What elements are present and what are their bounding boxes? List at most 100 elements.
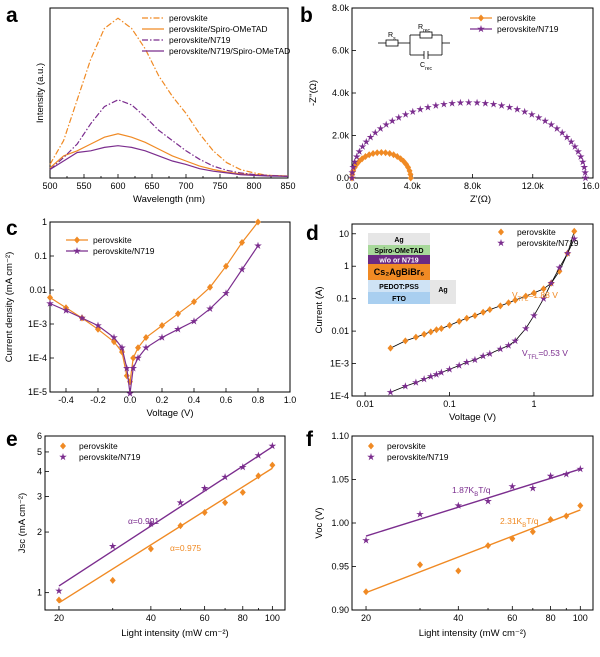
data-point-0 — [47, 294, 53, 302]
ann-sub: B — [474, 492, 478, 498]
legend-label: perovskite/N719 — [93, 246, 155, 256]
ann-sub: TFL — [518, 297, 529, 303]
data-point-1 — [254, 451, 263, 459]
chart-b: 0.0 4.0k 8.0k 12.0k 16.0k 0.0 2.0k 4.0k 6.0k 8.0k… — [308, 3, 600, 205]
panel-label-e: e — [6, 428, 18, 451]
legend-d-entry: perovskite — [498, 227, 556, 237]
legend-label: perovskite/N719 — [517, 238, 579, 248]
ann-sub: TFL — [528, 355, 539, 361]
label-crec: Crec — [420, 62, 433, 72]
label-sub: rec — [423, 28, 430, 34]
data-point-0 — [417, 561, 424, 569]
device-layer — [368, 233, 430, 245]
x-tick-label-d0: 0.01 — [356, 399, 374, 409]
data-point-1 — [376, 124, 385, 132]
chart-e: 20 40 60 80 100 1 2 3 4 5 6 Light intensity (mW cm⁻… — [17, 431, 286, 639]
data-point-1 — [222, 289, 230, 297]
ann-rest: T/q — [478, 485, 491, 495]
data-point-0 — [427, 328, 434, 336]
panel-label-b: b — [300, 4, 313, 27]
data-point-0 — [255, 472, 262, 480]
data-point-1 — [473, 98, 481, 106]
x-tick-label-a5: 750 — [212, 181, 227, 191]
data-point-0 — [130, 354, 137, 362]
y-tick-label-c1: 0.1 — [34, 251, 47, 261]
y-tick-label-c3: 1E-3 — [28, 319, 47, 329]
label-main: R — [388, 32, 393, 39]
data-point-1 — [479, 352, 487, 360]
data-point-1 — [55, 586, 63, 595]
y-tick-label-e4: 5 — [37, 447, 42, 457]
y-tick-label-f1: 0.95 — [331, 562, 349, 572]
data-point-1 — [158, 333, 166, 341]
legend-marker — [497, 239, 505, 247]
device-layer — [368, 264, 430, 280]
data-point-1 — [513, 105, 522, 113]
chart-a: 500 550 600 650 700 750 800 850 Wavelength (nm) I… — [35, 7, 296, 205]
data-point-1 — [147, 519, 155, 527]
data-point-1 — [382, 120, 390, 128]
x-tick-label-a2: 600 — [110, 181, 125, 191]
legend-label: perovskite/N719 — [387, 452, 449, 462]
data-point-1 — [511, 336, 520, 345]
data-point-0 — [509, 535, 516, 543]
y-tick-label-b1: 2.0k — [332, 131, 350, 141]
y-tick-label-e1: 2 — [37, 527, 42, 537]
data-point-0 — [55, 596, 62, 604]
data-point-0 — [540, 285, 547, 293]
data-point-0 — [222, 499, 229, 507]
data-point-1 — [221, 473, 229, 481]
legend-marker — [477, 25, 485, 33]
label-sub: rec — [425, 66, 432, 72]
data-point-1 — [94, 321, 102, 329]
legend-marker — [59, 453, 67, 461]
data-point-0 — [463, 314, 470, 322]
data-point-1 — [456, 98, 465, 106]
device-electrode — [430, 280, 456, 304]
x-axis-label: Voltage (V) — [147, 408, 194, 419]
data-point-1 — [78, 314, 86, 322]
legend-a-entry: perovskite/Spiro-OMeTAD — [142, 24, 268, 34]
series-line-0 — [49, 221, 259, 384]
x-tick-label-f1: 40 — [453, 613, 463, 623]
y-axis-label: Intensity (a.u.) — [35, 63, 46, 123]
device-layer — [368, 255, 430, 264]
y-tick-label-d3: 0.01 — [331, 326, 349, 336]
data-point-1 — [176, 498, 185, 506]
data-point-0 — [433, 326, 440, 334]
data-point-1 — [486, 349, 494, 358]
x-tick-label-c1: -0.2 — [90, 395, 106, 405]
data-point-0 — [563, 512, 570, 520]
data-point-1 — [394, 113, 403, 121]
data-point-1 — [454, 501, 463, 509]
data-point-1 — [408, 107, 417, 116]
fit-line-0 — [58, 467, 273, 604]
x-tick-label-a6: 800 — [246, 181, 261, 191]
data-point-1 — [432, 101, 440, 109]
legend-label: perovskite — [517, 227, 556, 237]
plot-frame-e — [44, 435, 286, 611]
legend-f-entry: perovskite/N719 — [367, 452, 449, 462]
y-tick-label-d1: 1 — [344, 261, 349, 271]
x-tick-label-c7: 1.0 — [284, 395, 297, 405]
legend-e-entry: perovskite/N719 — [59, 452, 141, 462]
data-point-1 — [401, 382, 410, 390]
data-point-1 — [206, 304, 214, 313]
y-tick-label-e5: 6 — [37, 431, 42, 441]
x-axis-label: Voltage (V) — [449, 412, 496, 423]
data-point-1 — [416, 510, 424, 518]
legend-label: perovskite/Spiro-OMeTAD — [169, 24, 268, 34]
data-point-1 — [571, 142, 579, 150]
legend-marker — [74, 236, 80, 244]
device-stack-inset: Ag Spiro-OMeTAD w/o or N719 Cs₂AgBiBr₆ PEDOT… — [368, 233, 456, 304]
y-axis-label: Jsc (mA cm⁻²) — [17, 493, 28, 553]
data-point-1 — [200, 484, 209, 492]
data-point-1 — [142, 343, 150, 351]
ann-sub: B — [522, 523, 526, 529]
data-point-1 — [508, 482, 517, 490]
y-tick-label-e3: 4 — [37, 466, 42, 476]
data-point-1 — [547, 120, 556, 128]
data-point-1 — [238, 463, 247, 471]
data-point-1 — [424, 103, 432, 111]
